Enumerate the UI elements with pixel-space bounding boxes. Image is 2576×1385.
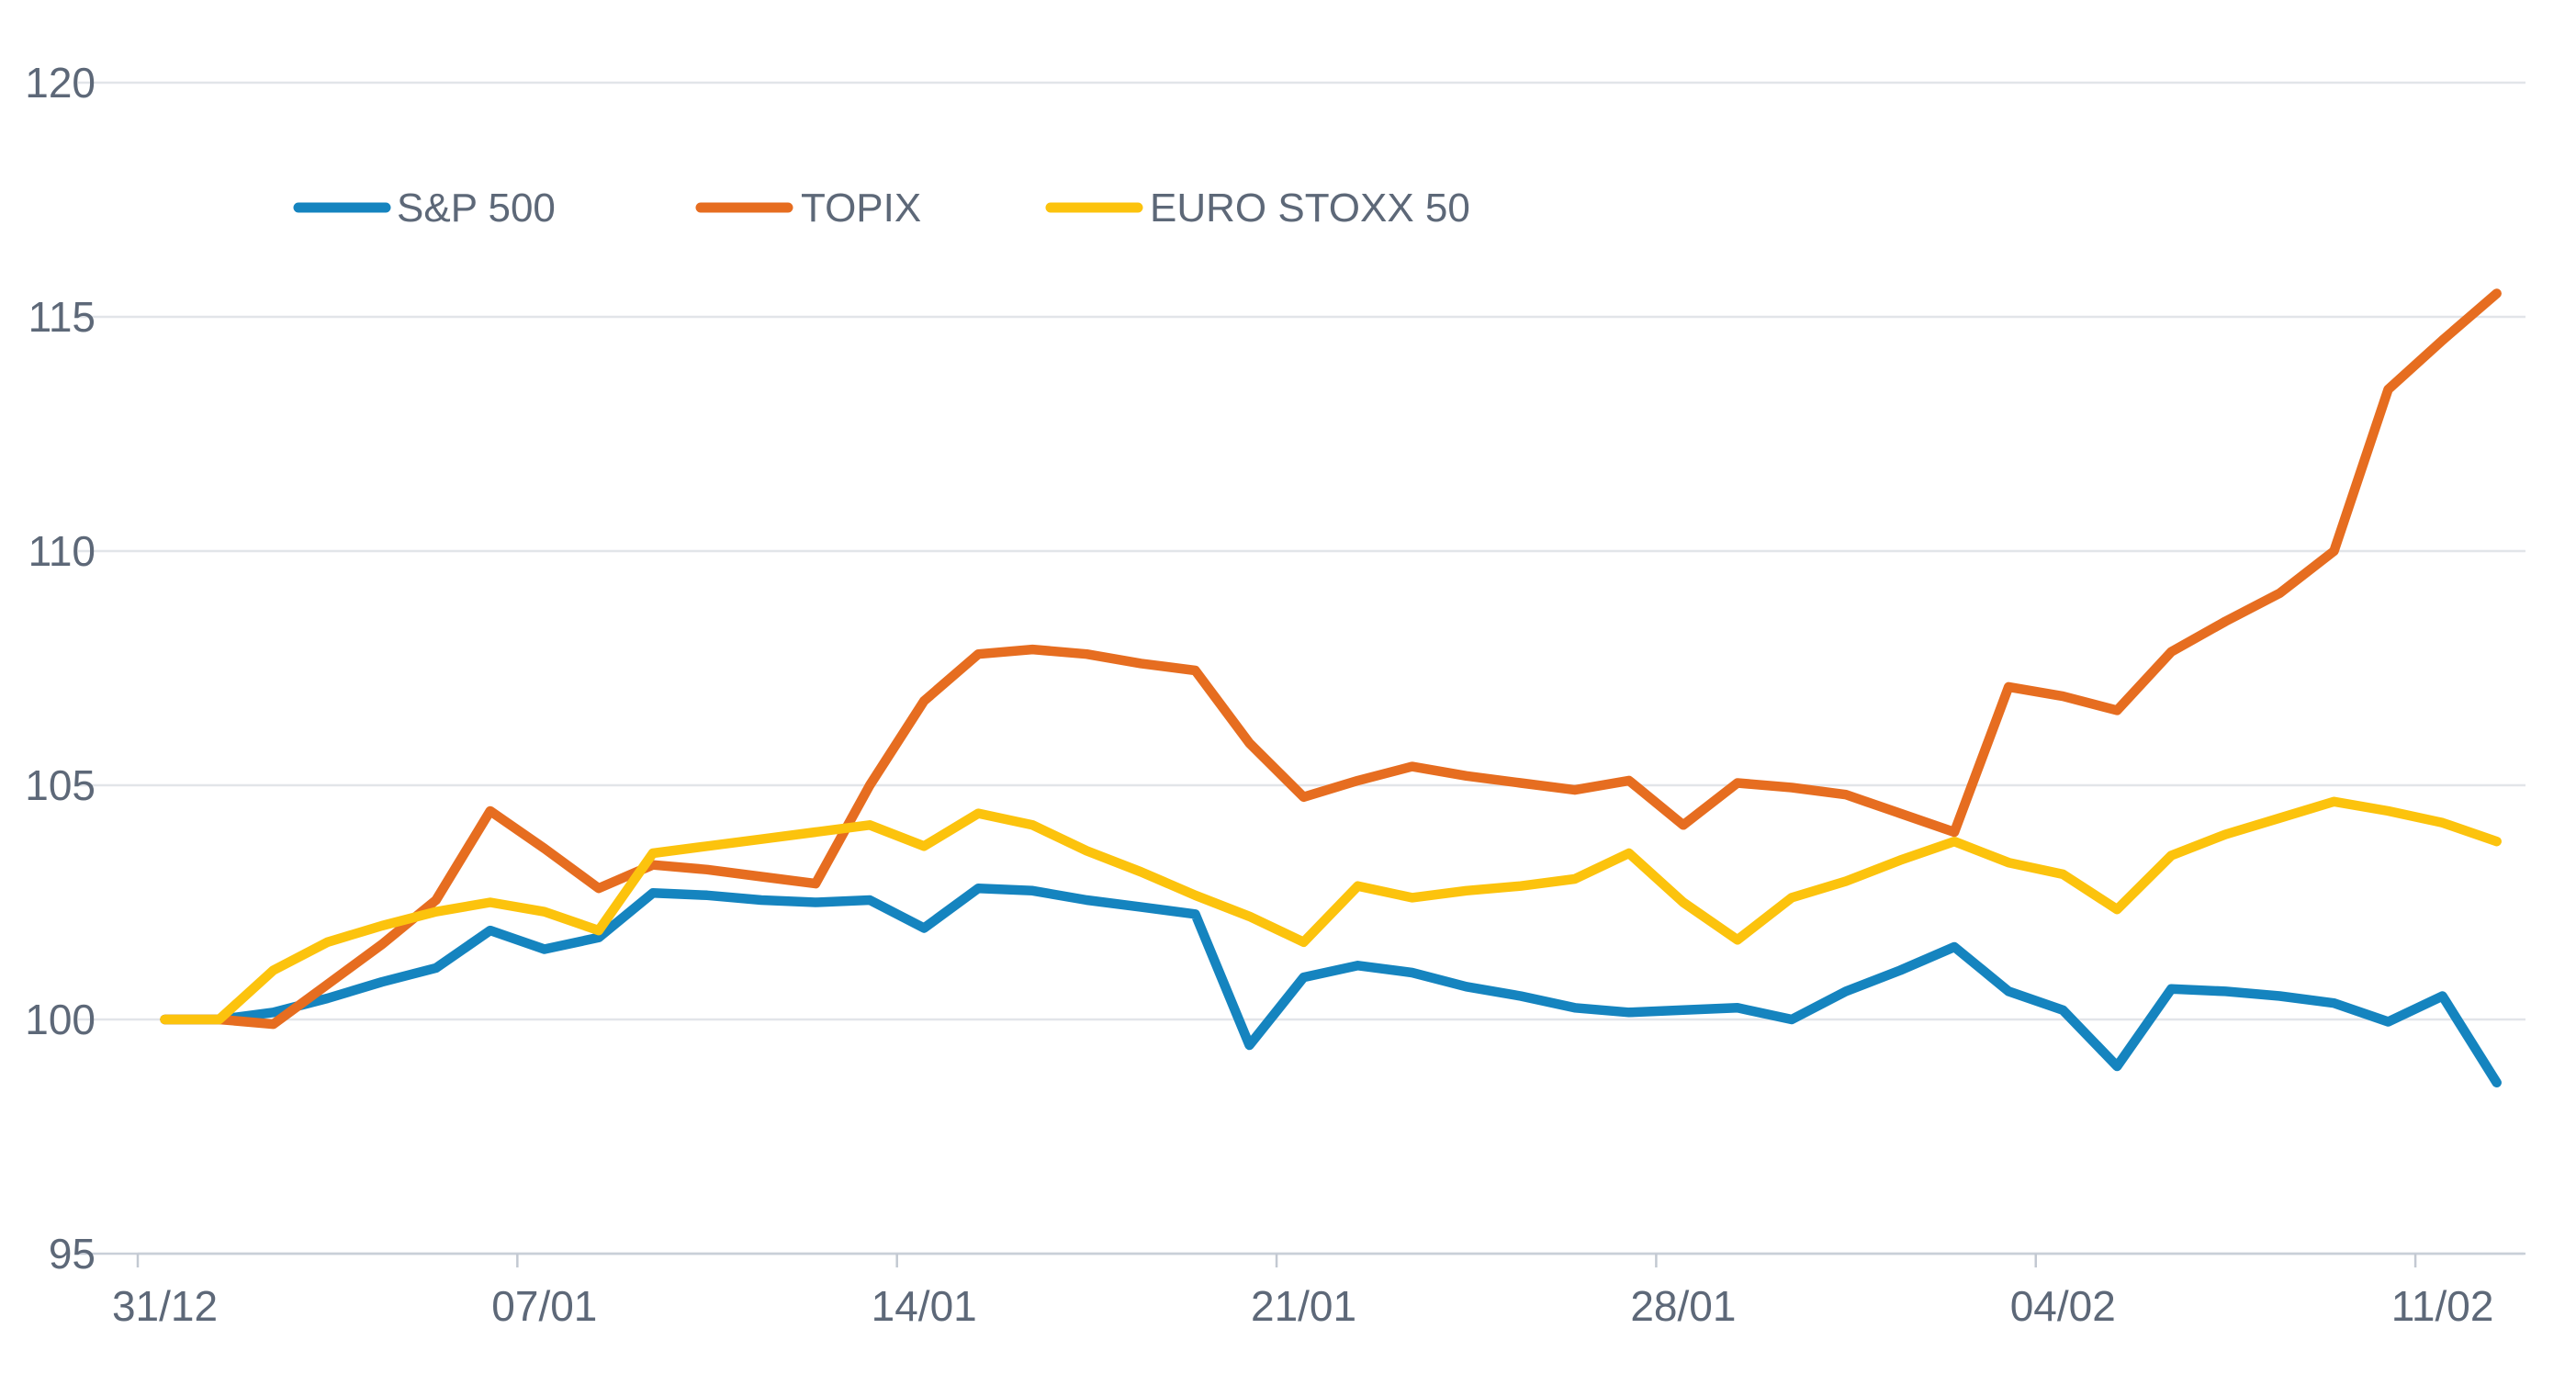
grid-layer: 95 100 105 110 115 120: [25, 59, 2525, 1278]
legend-label-topix: TOPIX: [801, 186, 921, 231]
y-axis-label: 115: [28, 293, 96, 341]
y-axis-label: 100: [25, 996, 96, 1043]
series-line-s-p-500: [160, 883, 2502, 1088]
y-axis-label: 105: [25, 761, 96, 809]
legend-item-topix[interactable]: TOPIX: [695, 186, 921, 231]
x-axis-label: 21/01: [1251, 1282, 1356, 1330]
x-axis-label: 28/01: [1630, 1282, 1736, 1330]
x-axis-label: 14/01: [872, 1282, 977, 1330]
x-axis-label: 07/01: [491, 1282, 597, 1330]
x-axis-label: 04/02: [2010, 1282, 2116, 1330]
series-layer: [160, 288, 2502, 1088]
series-line-topix: [160, 288, 2502, 1030]
x-axis-label: 11/02: [2391, 1282, 2494, 1330]
y-axis-label: 95: [49, 1230, 96, 1278]
legend-label-sp500: S&P 500: [397, 186, 556, 231]
x-axis: 31/12 07/01 14/01 21/01 28/01 04/02 11/02: [112, 1252, 2524, 1330]
x-axis-label: 31/12: [112, 1282, 218, 1330]
y-axis-label: 120: [25, 59, 96, 107]
chart-legend: S&P 500 TOPIX EURO STOXX 50: [293, 186, 1470, 231]
series-line-euro-stoxx-50: [160, 796, 2502, 1025]
legend-item-sp500[interactable]: S&P 500: [293, 186, 556, 231]
legend-label-eurostoxx50: EURO STOXX 50: [1150, 186, 1470, 231]
legend-item-eurostoxx50[interactable]: EURO STOXX 50: [1045, 186, 1470, 231]
y-axis-label: 110: [28, 527, 96, 575]
